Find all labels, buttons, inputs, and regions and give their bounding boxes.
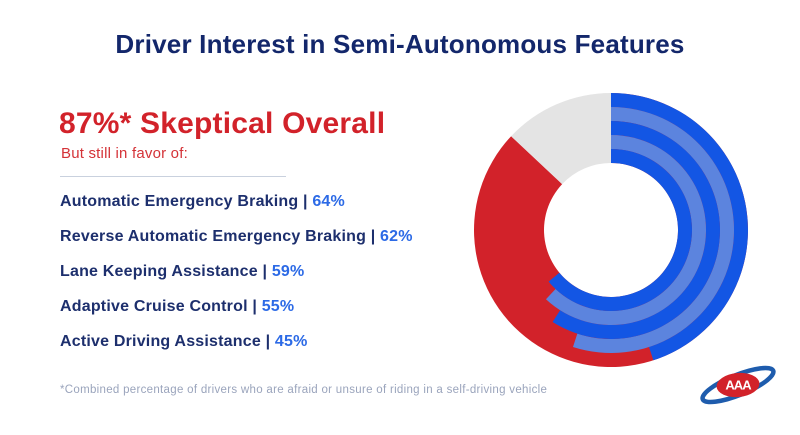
divider-line — [60, 176, 286, 177]
donut-ring-automatic-emergency-braking — [548, 149, 693, 311]
aaa-logo: AAA — [700, 365, 776, 405]
feature-name: Adaptive Cruise Control — [60, 298, 248, 315]
donut-segment-not-skeptical — [511, 93, 611, 185]
feature-item: Active Driving Assistance | 45% — [60, 333, 413, 368]
skeptical-headline: 87%* Skeptical Overall — [59, 107, 386, 140]
skeptical-subhead: But still in favor of: — [61, 145, 188, 162]
feature-pct: 64% — [312, 193, 345, 210]
feature-pct: 59% — [271, 263, 305, 280]
feature-name: Automatic Emergency Braking — [60, 193, 299, 210]
feature-name: Reverse Automatic Emergency Braking — [60, 228, 367, 245]
feature-separator: | — [260, 333, 275, 350]
feature-name: Active Driving Assistance — [60, 333, 261, 350]
donut-ring-lane-keeping-assistance — [552, 121, 720, 339]
donut-ring-active-driving-assistance — [611, 93, 748, 361]
feature-item: Reverse Automatic Emergency Braking | 62… — [60, 228, 413, 263]
logo-text: AAA — [725, 378, 752, 393]
feature-pct: 62% — [380, 228, 413, 245]
donut-chart — [474, 93, 748, 367]
feature-separator: | — [298, 193, 313, 210]
footnote: *Combined percentage of drivers who are … — [60, 384, 548, 396]
feature-item: Adaptive Cruise Control | 55% — [60, 298, 413, 333]
logo-oval — [716, 372, 760, 398]
feature-item: Lane Keeping Assistance | 59% — [60, 263, 413, 298]
feature-separator: | — [257, 263, 272, 280]
feature-separator: | — [247, 298, 262, 315]
feature-list: Automatic Emergency Braking | 64% Reverse… — [60, 193, 413, 368]
feature-pct: 45% — [274, 333, 308, 350]
feature-name: Lane Keeping Assistance — [60, 263, 258, 280]
feature-item: Automatic Emergency Braking | 64% — [60, 193, 413, 228]
donut-ring-reverse-automatic-emergency-braking — [545, 135, 707, 325]
page-title: Driver Interest in Semi-Autonomous Featu… — [115, 29, 685, 59]
feature-pct: 55% — [261, 298, 295, 315]
feature-separator: | — [366, 228, 381, 245]
